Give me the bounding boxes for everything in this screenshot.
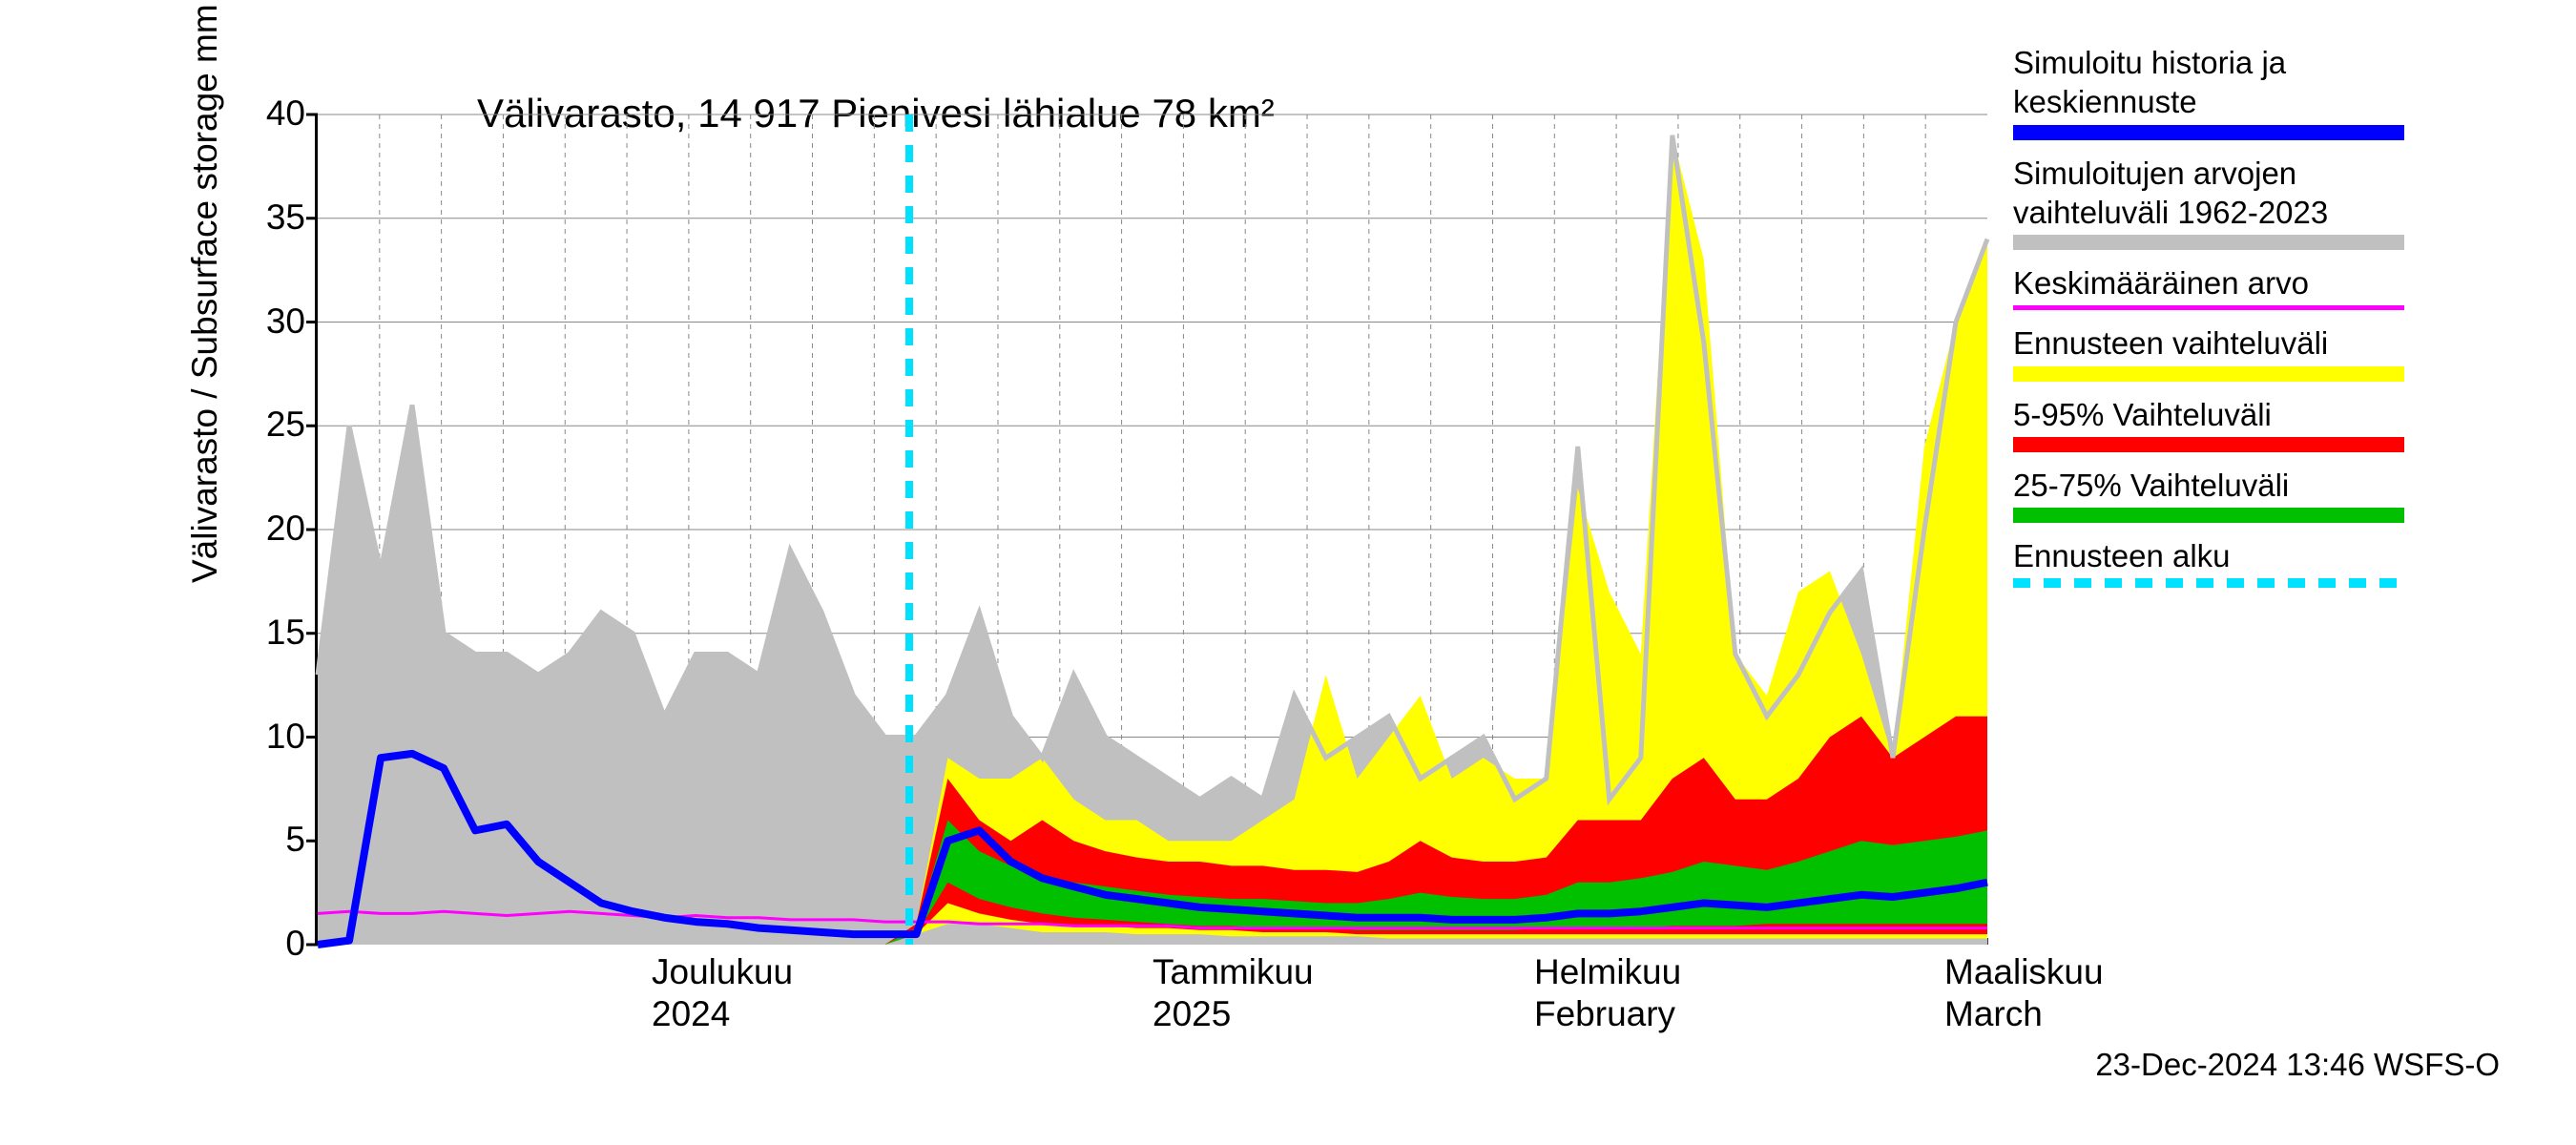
plot-svg [318, 114, 1987, 945]
x-tick-label: Maaliskuu [1944, 952, 2104, 992]
legend-text: Simuloitu historia jakeskiennuste [2013, 43, 2547, 122]
plot-area [315, 114, 1984, 945]
x-tick-label: Tammikuu [1153, 952, 1314, 992]
legend-swatch [2013, 437, 2404, 452]
footer-timestamp: 23-Dec-2024 13:46 WSFS-O [2095, 1047, 2500, 1083]
y-tick-label: 35 [210, 198, 305, 238]
legend-text: Simuloitujen arvojenvaihteluväli 1962-20… [2013, 154, 2547, 233]
legend-item: Simuloitujen arvojenvaihteluväli 1962-20… [2013, 154, 2547, 251]
legend-swatch [2013, 305, 2404, 310]
y-tick-label: 30 [210, 302, 305, 342]
x-tick-sublabel: 2024 [652, 994, 730, 1034]
x-tick-sublabel: 2025 [1153, 994, 1231, 1034]
x-tick-label: Helmikuu [1534, 952, 1681, 992]
y-tick-label: 5 [210, 820, 305, 860]
legend-text: 5-95% Vaihteluväli [2013, 395, 2547, 434]
y-axis-label: Välivarasto / Subsurface storage mm [185, 4, 225, 583]
legend-text: Ennusteen alku [2013, 536, 2547, 575]
legend-item: 25-75% Vaihteluväli [2013, 466, 2547, 523]
legend-item: Ennusteen alku [2013, 536, 2547, 588]
legend-text: Ennusteen vaihteluväli [2013, 323, 2547, 363]
legend-swatch [2013, 125, 2404, 140]
y-tick-label: 0 [210, 924, 305, 964]
legend: Simuloitu historia jakeskiennuste Simuloi… [2013, 43, 2547, 601]
chart-container: Välivarasto, 14 917 Pienivesi lähialue 7… [162, 57, 1984, 1021]
y-tick-label: 10 [210, 717, 305, 757]
y-tick-label: 20 [210, 509, 305, 549]
x-tick-sublabel: February [1534, 994, 1675, 1034]
x-tick-sublabel: March [1944, 994, 2043, 1034]
legend-swatch [2013, 366, 2404, 382]
legend-text: 25-75% Vaihteluväli [2013, 466, 2547, 505]
y-tick-label: 25 [210, 405, 305, 445]
legend-item: Keskimääräinen arvo [2013, 263, 2547, 310]
legend-item: Ennusteen vaihteluväli [2013, 323, 2547, 381]
x-tick-label: Joulukuu [652, 952, 793, 992]
legend-swatch [2013, 235, 2404, 250]
legend-item: 5-95% Vaihteluväli [2013, 395, 2547, 452]
legend-item: Simuloitu historia jakeskiennuste [2013, 43, 2547, 140]
legend-text: Keskimääräinen arvo [2013, 263, 2547, 302]
legend-swatch [2013, 578, 2404, 588]
y-tick-label: 15 [210, 613, 305, 653]
legend-swatch [2013, 508, 2404, 523]
y-tick-label: 40 [210, 94, 305, 134]
